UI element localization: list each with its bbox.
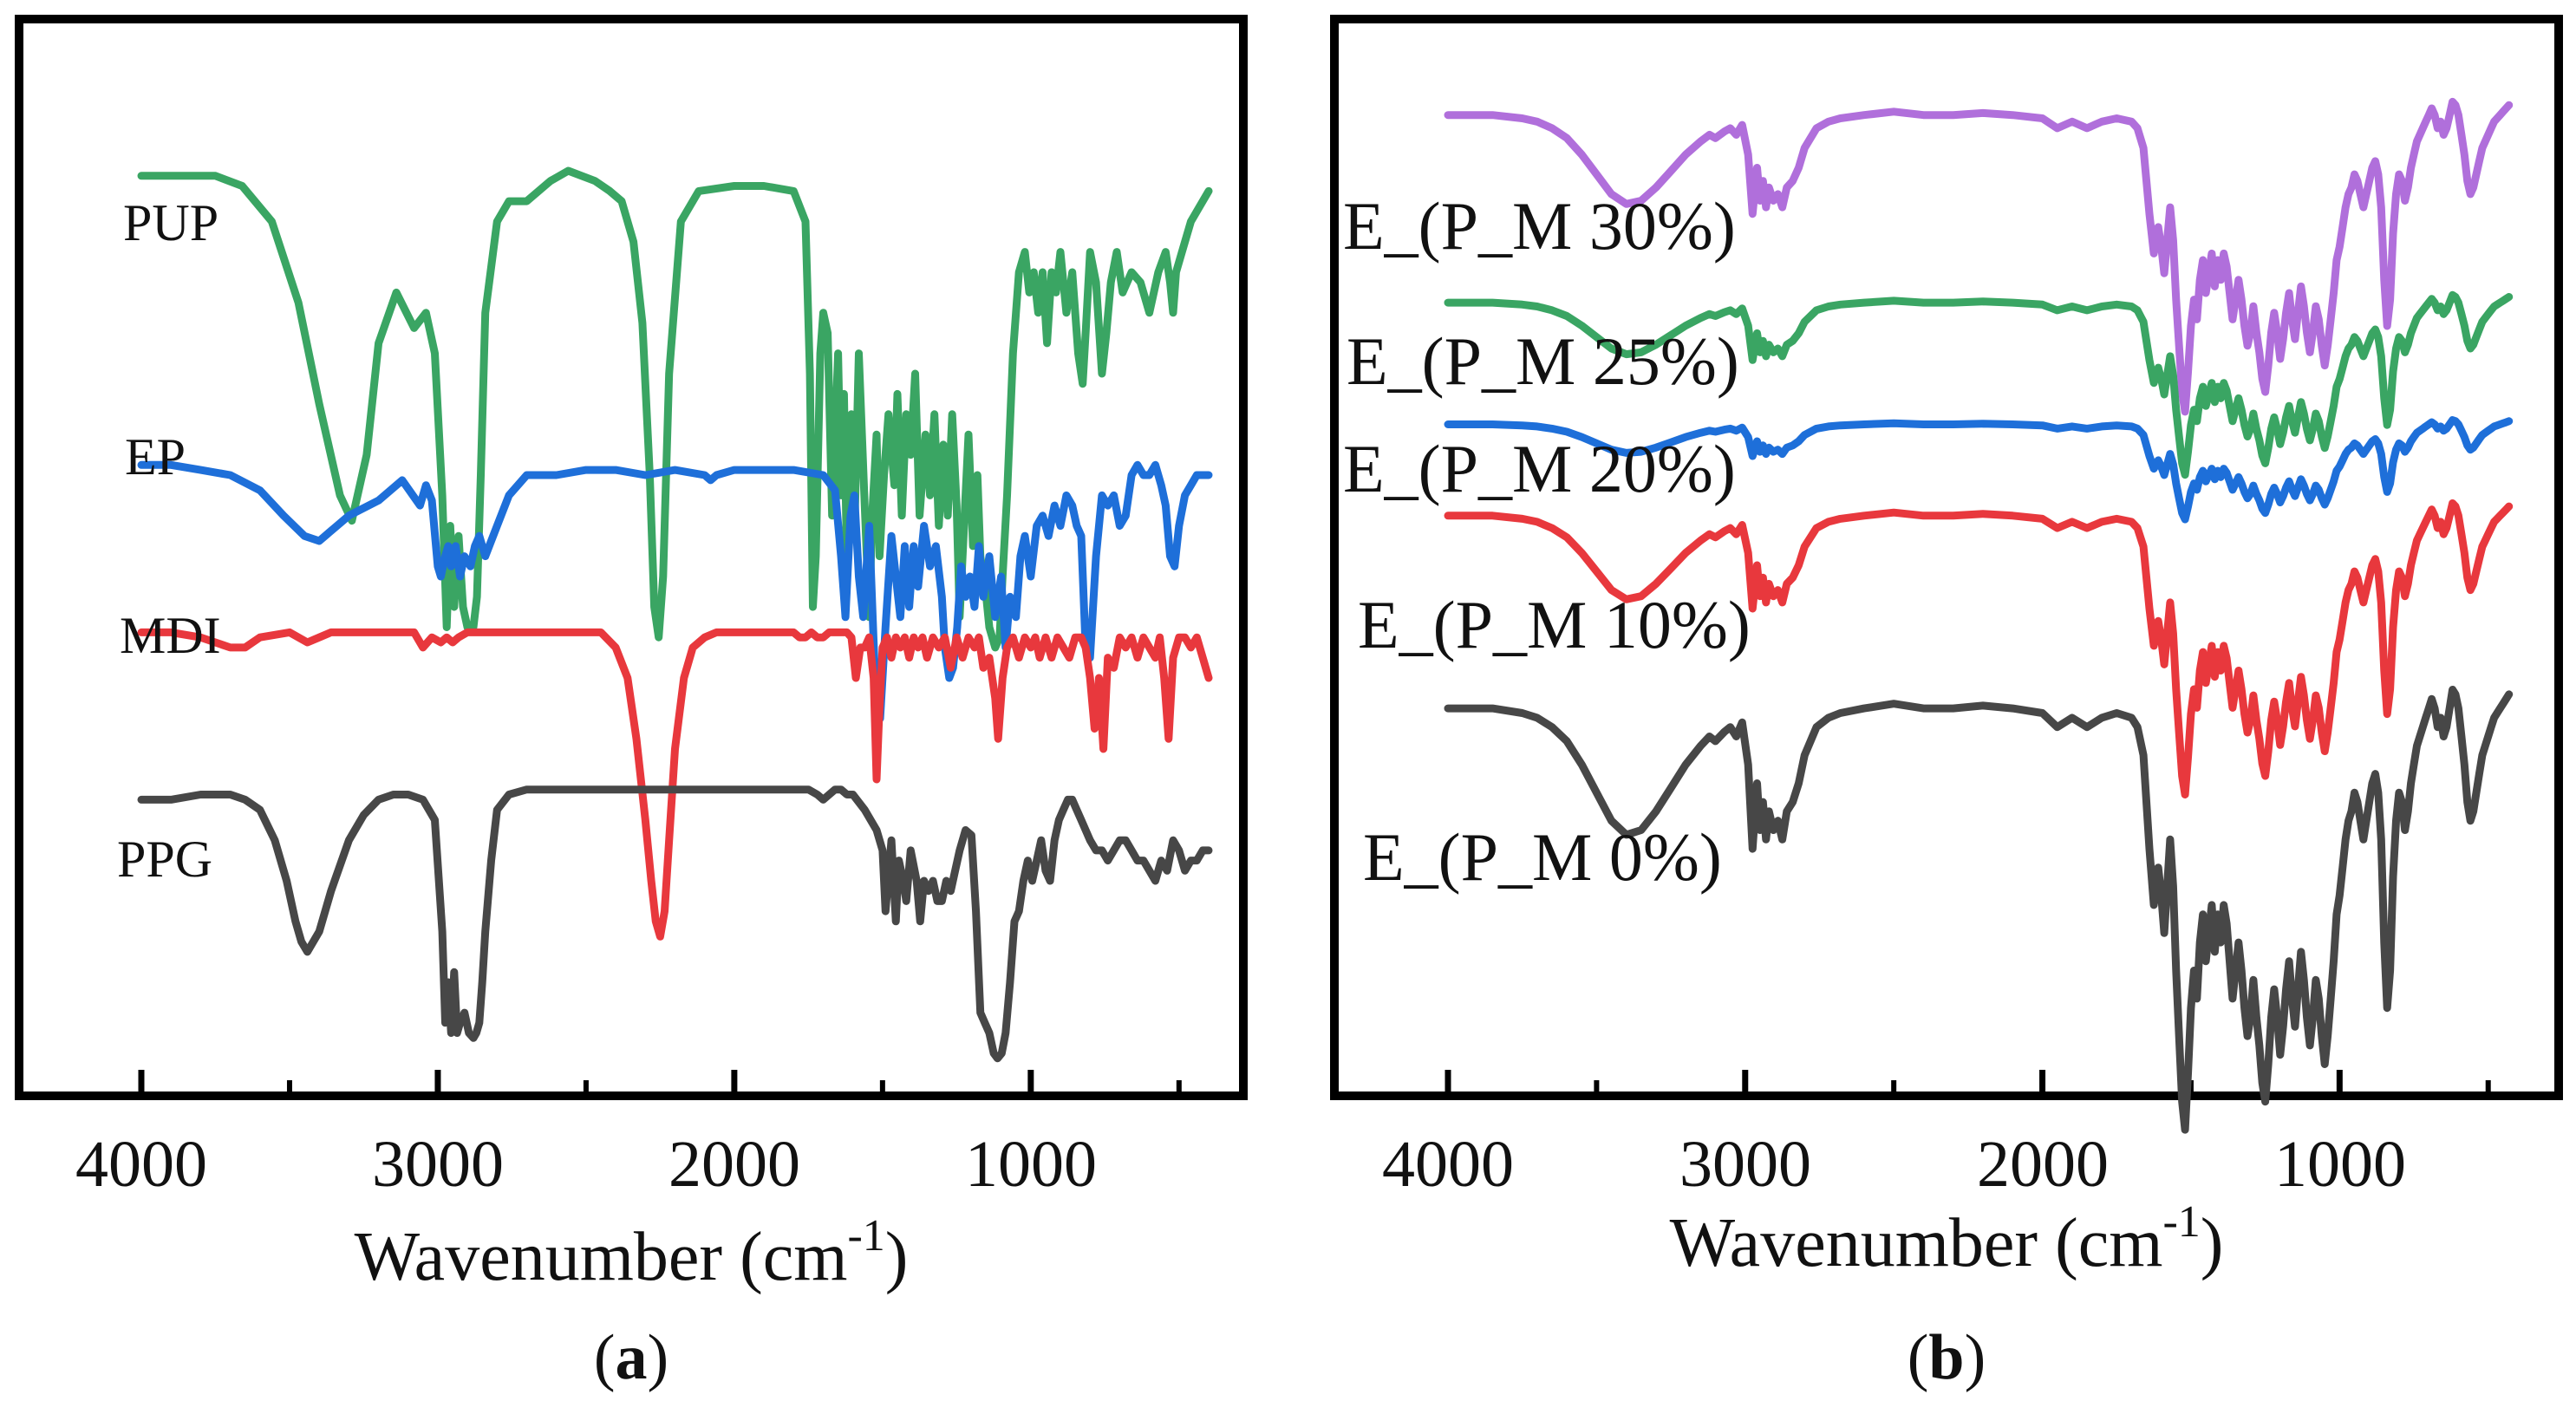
panel-a-tick-labels: 4000 3000 2000 1000 xyxy=(75,1128,1097,1201)
panel-a: PUP EP MDI PPG 4000 3000 2000 1000 Waven… xyxy=(15,15,1248,1393)
series-label-10pct: E_(P_M 10%) xyxy=(1358,587,1751,662)
panel-a-tick-label-2000: 2000 xyxy=(668,1128,800,1201)
panel-a-series xyxy=(137,166,1213,1063)
panel-a-series-labels: PUP EP MDI PPG xyxy=(117,194,221,888)
series-label-mdi: MDI xyxy=(120,607,221,664)
panel-a-ticks xyxy=(138,1070,1182,1091)
panel-b-ticks xyxy=(1445,1070,2491,1091)
series-line-mdi xyxy=(137,628,1213,941)
series-line-e-p-m-10 xyxy=(1444,499,2514,798)
panel-b: E_(P_M 30%) E_(P_M 25%) E_(P_M 20%) E_(P… xyxy=(1330,15,2563,1393)
panel-b-frame xyxy=(1330,15,2563,1100)
panel-a-tick-label-3000: 3000 xyxy=(372,1128,504,1201)
series-line-e-p-m-0 xyxy=(1444,686,2514,1134)
series-label-25pct: E_(P_M 25%) xyxy=(1347,323,1739,399)
series-line-ppg xyxy=(137,785,1213,1063)
panel-b-x-axis-title: Wavenumber (cm-1) xyxy=(1670,1197,2224,1281)
series-label-ppg: PPG xyxy=(117,831,212,888)
series-label-ep: EP xyxy=(125,428,186,485)
panel-b-tick-label-4000: 4000 xyxy=(1382,1128,1514,1201)
panel-a-tick-label-1000: 1000 xyxy=(965,1128,1097,1201)
panel-b-tick-label-2000: 2000 xyxy=(1977,1128,2109,1201)
panel-a-x-axis-title: Wavenumber (cm-1) xyxy=(355,1211,909,1295)
panel-b-series xyxy=(1444,97,2514,1134)
panel-a-tag: (a) xyxy=(594,1322,668,1393)
series-line-e-p-m-25 xyxy=(1444,290,2514,479)
series-line-e-p-m-20 xyxy=(1444,416,2514,524)
panel-b-series-labels: E_(P_M 30%) E_(P_M 25%) E_(P_M 20%) E_(P… xyxy=(1343,188,1751,895)
series-label-20pct: E_(P_M 20%) xyxy=(1343,431,1736,506)
series-label-0pct: E_(P_M 0%) xyxy=(1363,819,1722,895)
series-line-pup xyxy=(137,166,1213,652)
panel-a-tick-label-4000: 4000 xyxy=(75,1128,207,1201)
panel-a-frame xyxy=(15,15,1248,1100)
series-line-e-p-m-30 xyxy=(1444,97,2514,416)
series-label-30pct: E_(P_M 30%) xyxy=(1343,188,1736,264)
series-label-pup: PUP xyxy=(123,194,218,251)
panel-b-tick-labels: 4000 3000 2000 1000 xyxy=(1382,1128,2406,1201)
panel-b-tick-label-1000: 1000 xyxy=(2274,1128,2406,1201)
panel-b-tag: (b) xyxy=(1908,1322,1986,1393)
panel-b-tick-label-3000: 3000 xyxy=(1679,1128,1811,1201)
series-line-ep xyxy=(137,460,1213,723)
